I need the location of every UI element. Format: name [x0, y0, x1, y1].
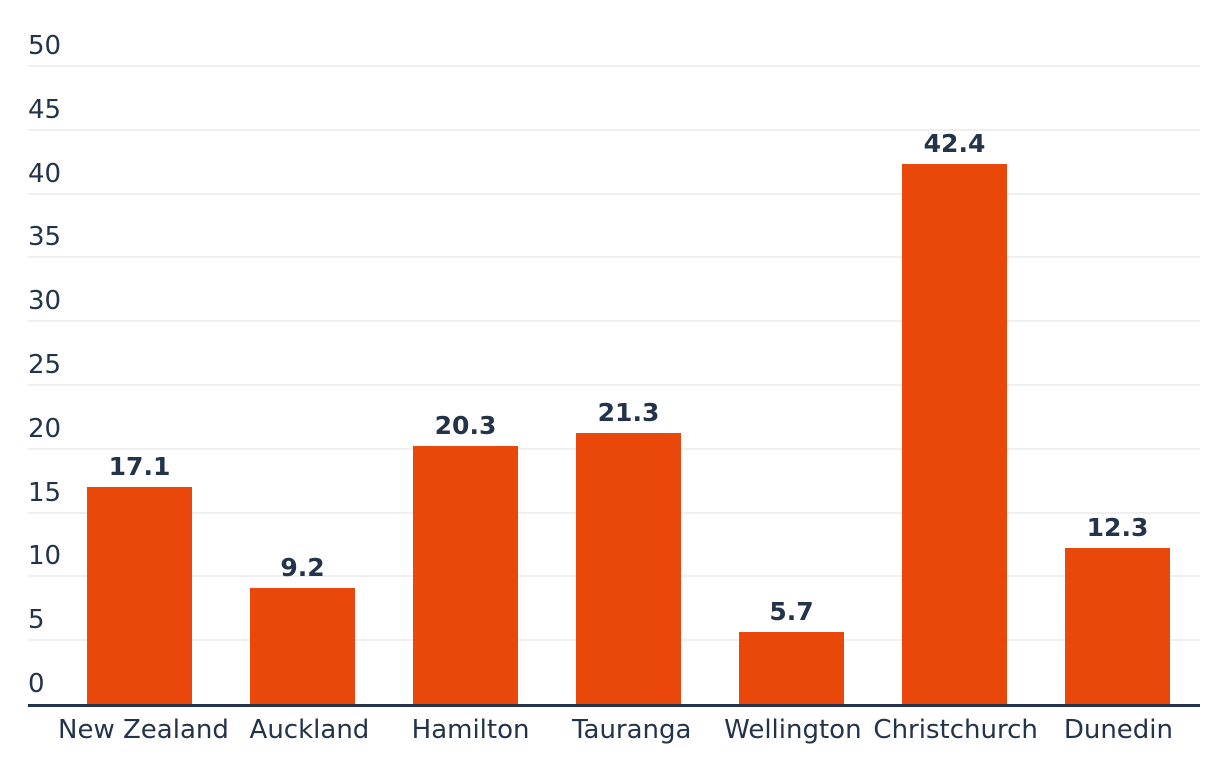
- x-tick-label: Tauranga: [571, 715, 692, 745]
- bar: [250, 587, 355, 705]
- bar-group-hamilton: 20.3: [384, 67, 547, 705]
- bar-value-label: 12.3: [1086, 513, 1149, 543]
- x-axis-line: [28, 704, 1200, 707]
- bar: [1065, 548, 1170, 705]
- bar-group-wellington: 5.7: [710, 67, 873, 705]
- plot-area: 0 5 10 15 20 25 30 35 40 45 50 17.1 9.2 20.3 21.3 5.7 4…: [28, 33, 1200, 745]
- gridline-45: [28, 128, 1200, 131]
- bars-row: 17.1 9.2 20.3 21.3 5.7 42.4 12.3: [58, 67, 1199, 705]
- bar-group-auckland: 9.2: [221, 67, 384, 705]
- y-tick-label-0: 0: [28, 669, 45, 699]
- bar-group-dunedin: 12.3: [1036, 67, 1199, 705]
- bar: [902, 163, 1007, 705]
- bar-value-label: 21.3: [597, 398, 660, 428]
- gridline-40: [28, 192, 1200, 195]
- bar: [413, 445, 518, 705]
- gridline-50: [28, 65, 1200, 67]
- y-tick-label-30: 30: [28, 286, 62, 317]
- x-tick-label: Hamilton: [411, 715, 530, 745]
- bar-group-tauranga: 21.3: [547, 67, 710, 705]
- x-tick-label: Wellington: [724, 715, 862, 745]
- gridline-30: [28, 320, 1200, 323]
- gridline-25: [28, 384, 1200, 386]
- gridline-35: [28, 256, 1200, 259]
- y-tick-label-35: 35: [28, 222, 62, 253]
- y-tick-label-5: 5: [28, 605, 45, 636]
- bar: [739, 632, 844, 705]
- y-tick-label-20: 20: [28, 413, 62, 444]
- bar: [87, 486, 192, 705]
- bar-value-label: 42.4: [923, 128, 986, 158]
- x-tick-label: Christchurch: [873, 715, 1038, 745]
- bar-value-label: 9.2: [280, 552, 325, 582]
- y-tick-label-15: 15: [28, 477, 62, 508]
- x-tick-label: Dunedin: [1063, 715, 1174, 745]
- bar-value-label: 20.3: [434, 410, 497, 440]
- x-tick-label: New Zealand: [58, 715, 229, 745]
- y-tick-label-40: 40: [28, 158, 62, 189]
- x-axis-labels: New Zealand Auckland Hamilton Tauranga Welli…: [58, 715, 1199, 746]
- x-tick-label: Auckland: [249, 715, 370, 745]
- y-tick-label-50: 50: [28, 31, 62, 61]
- bar-value-label: 17.1: [108, 451, 171, 481]
- y-tick-label-25: 25: [28, 350, 62, 380]
- bar-group-christchurch: 42.4: [873, 67, 1036, 705]
- bar: [576, 433, 681, 705]
- bar-group-new-zealand: 17.1: [58, 67, 221, 705]
- y-tick-label-10: 10: [28, 541, 62, 572]
- y-tick-label-45: 45: [28, 94, 62, 125]
- bar-value-label: 5.7: [769, 597, 814, 627]
